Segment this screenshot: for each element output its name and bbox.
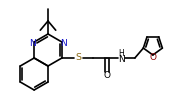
Text: N: N <box>118 55 125 64</box>
Text: H: H <box>118 50 124 58</box>
Text: S: S <box>76 54 82 62</box>
Text: N: N <box>29 39 36 48</box>
Text: O: O <box>103 71 110 80</box>
Text: O: O <box>149 53 156 62</box>
Text: N: N <box>60 39 67 48</box>
